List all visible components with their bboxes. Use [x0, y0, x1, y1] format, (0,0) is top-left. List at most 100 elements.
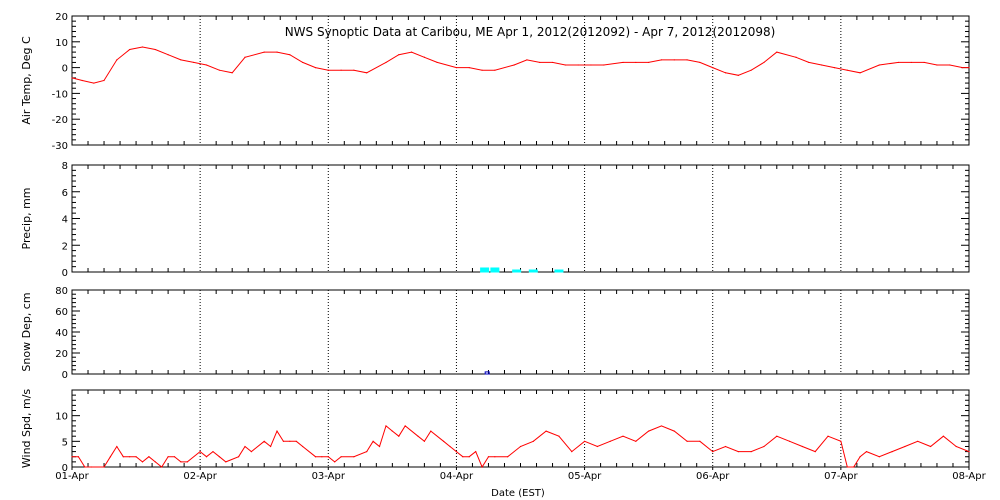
- data-point: [205, 456, 208, 458]
- y-tick-label: 80: [55, 286, 68, 297]
- data-point: [968, 67, 970, 69]
- data-point: [81, 79, 83, 82]
- data-point: [750, 69, 752, 71]
- data-point: [648, 430, 650, 432]
- y-tick-label: 10: [55, 412, 68, 423]
- data-point: [327, 456, 329, 458]
- data-point: [167, 54, 169, 56]
- x-tick-label: 08-Apr: [952, 471, 986, 482]
- data-point: [577, 64, 579, 66]
- panel-2: 0 20 40 60 80 Snow Dep, cm: [20, 286, 970, 381]
- data-point: [583, 440, 586, 442]
- data-point: [686, 59, 688, 61]
- data-point: [93, 82, 95, 84]
- data-point: [180, 461, 182, 463]
- bar: [490, 267, 500, 273]
- data-point: [199, 451, 201, 453]
- data-point: [321, 456, 323, 458]
- data-point: [430, 430, 432, 432]
- data-point: [276, 430, 278, 432]
- data-point: [263, 440, 265, 442]
- data-point: [423, 56, 425, 58]
- data-point: [507, 456, 509, 458]
- data-point: [90, 466, 92, 468]
- data-point: [929, 445, 932, 448]
- series-line-0: [71, 46, 969, 84]
- data-point: [141, 461, 144, 463]
- data-point: [513, 64, 515, 66]
- data-point: [865, 451, 868, 453]
- data-point: [603, 64, 605, 66]
- data-point: [148, 456, 150, 458]
- data-point: [116, 59, 118, 61]
- data-point: [968, 451, 970, 453]
- data-point: [385, 425, 387, 427]
- data-point: [724, 445, 727, 448]
- y-tick-label: 60: [55, 307, 68, 318]
- data-point: [455, 67, 458, 69]
- data-point: [750, 451, 752, 453]
- data-point: [340, 456, 342, 458]
- data-point: [590, 64, 592, 66]
- y-tick-label: 0: [62, 463, 68, 474]
- data-point: [763, 445, 765, 448]
- x-tick-label: 06-Apr: [696, 471, 730, 482]
- y-tick-label: 6: [62, 188, 68, 199]
- panel-frame: [71, 289, 970, 375]
- data-point: [609, 440, 611, 442]
- data-point: [712, 451, 714, 453]
- data-point: [186, 461, 188, 463]
- data-point: [699, 440, 701, 442]
- data-point: [859, 72, 861, 74]
- data-point: [673, 430, 675, 432]
- y-axis-label: Snow Dep, cm: [20, 292, 33, 371]
- y-tick-label: 0: [62, 64, 68, 75]
- data-point: [398, 435, 400, 437]
- data-point: [289, 440, 291, 442]
- data-point: [648, 61, 650, 64]
- data-point: [846, 466, 848, 468]
- data-point: [327, 69, 329, 71]
- x-tick-label: 07-Apr: [824, 471, 858, 482]
- data-point: [571, 451, 573, 453]
- data-point: [289, 54, 291, 56]
- data-point: [481, 466, 483, 468]
- data-point: [859, 456, 861, 458]
- data-point: [353, 456, 355, 458]
- data-point: [193, 61, 195, 64]
- data-point: [660, 59, 663, 61]
- data-point: [154, 48, 156, 51]
- data-point: [622, 61, 624, 64]
- x-tick-label: 05-Apr: [568, 471, 602, 482]
- data-point: [263, 51, 265, 53]
- y-axis-label: Wind Spd, m/s: [20, 389, 33, 469]
- bar: [512, 269, 522, 273]
- data-point: [84, 466, 86, 468]
- data-point: [212, 451, 214, 453]
- panel-3: 0 5 10 Wind Spd, m/s: [20, 389, 970, 474]
- data-point: [116, 445, 118, 448]
- data-point: [763, 61, 765, 64]
- panel-frame: [71, 164, 970, 273]
- data-point: [635, 61, 637, 64]
- data-point: [417, 435, 419, 437]
- data-point: [270, 445, 272, 448]
- data-point: [173, 456, 176, 458]
- data-point: [519, 445, 522, 448]
- data-point: [776, 435, 778, 437]
- data-point: [455, 451, 458, 453]
- data-point: [154, 461, 156, 463]
- data-point: [314, 456, 317, 458]
- data-point: [302, 445, 304, 448]
- y-tick-label: 8: [62, 161, 68, 172]
- y-tick-label: 20: [55, 349, 68, 360]
- data-point: [244, 56, 246, 58]
- data-point: [686, 440, 688, 442]
- data-point: [366, 72, 368, 74]
- data-point: [302, 61, 304, 64]
- y-tick-label: 5: [62, 437, 68, 448]
- data-point: [353, 69, 355, 71]
- data-point: [398, 54, 400, 56]
- data-point: [410, 51, 413, 53]
- data-point: [699, 61, 701, 64]
